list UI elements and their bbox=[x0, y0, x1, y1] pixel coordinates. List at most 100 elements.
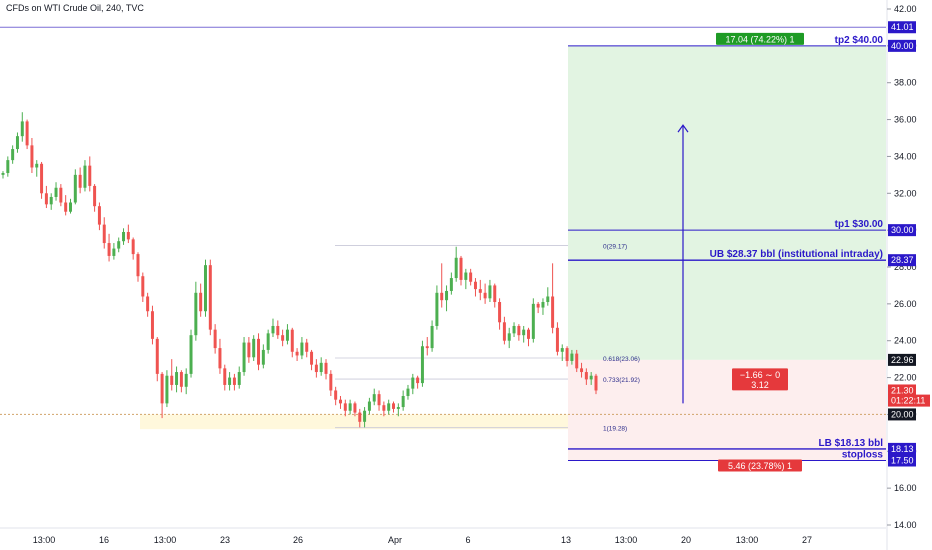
fib-label: 0(29.17) bbox=[603, 243, 627, 250]
support-band bbox=[140, 414, 568, 430]
y-tick-label: 34.00 bbox=[894, 151, 917, 161]
candle bbox=[247, 337, 251, 363]
candle-body bbox=[35, 163, 39, 168]
candle-body bbox=[507, 333, 511, 341]
candle bbox=[377, 390, 381, 411]
candle bbox=[276, 320, 280, 339]
candle bbox=[536, 302, 540, 314]
candle-body bbox=[40, 163, 44, 194]
loss-zone bbox=[568, 359, 886, 461]
candle-body bbox=[314, 364, 318, 373]
position-center-label: −1.66 ∼ 03.12 bbox=[732, 368, 788, 391]
candle bbox=[425, 337, 429, 356]
price-tag: 17.50 bbox=[888, 454, 916, 467]
candle bbox=[271, 318, 275, 338]
candle bbox=[435, 285, 439, 330]
candle-body bbox=[541, 302, 545, 308]
plan-level-label: UB $28.37 bbl (institutional intraday) bbox=[710, 249, 883, 260]
candle-body bbox=[218, 348, 222, 369]
candle-body bbox=[83, 165, 87, 188]
candle-body bbox=[295, 351, 299, 356]
candle-body bbox=[551, 296, 555, 328]
fib-label: 0.733(21.92) bbox=[603, 377, 640, 384]
candle bbox=[401, 390, 405, 411]
candle bbox=[184, 368, 188, 395]
candle-body bbox=[584, 372, 588, 380]
price-tag-box bbox=[888, 39, 916, 52]
candle-body bbox=[338, 399, 342, 404]
candle bbox=[478, 279, 482, 301]
target-label-box bbox=[716, 32, 804, 45]
candle-body bbox=[1, 173, 5, 175]
candle bbox=[175, 366, 179, 393]
candle-body bbox=[54, 187, 58, 197]
price-tag: 20.00 bbox=[888, 408, 916, 421]
candle-body bbox=[252, 338, 256, 358]
candle-body bbox=[425, 346, 429, 349]
fib-label: 1(19.28) bbox=[603, 426, 627, 433]
candle bbox=[6, 156, 10, 177]
candle bbox=[15, 132, 19, 153]
candle bbox=[59, 184, 63, 207]
candle-body bbox=[498, 302, 502, 323]
candle-body bbox=[64, 202, 68, 212]
price-tag-box bbox=[888, 224, 916, 237]
candle-body bbox=[348, 403, 352, 411]
candle-body bbox=[117, 241, 121, 249]
candle bbox=[252, 335, 256, 361]
y-tick-label: 24.00 bbox=[894, 336, 917, 346]
price-tag-text: 20.00 bbox=[891, 409, 914, 419]
candle-body bbox=[546, 296, 550, 303]
y-tick-label: 16.00 bbox=[894, 483, 917, 493]
price-tag: 41.01 bbox=[888, 21, 916, 34]
candle-body bbox=[570, 353, 574, 361]
candle-body bbox=[531, 303, 535, 339]
candle-body bbox=[387, 403, 391, 411]
candle bbox=[594, 373, 598, 395]
candle-body bbox=[20, 121, 24, 137]
position-center-label-box bbox=[732, 368, 788, 391]
candle-body bbox=[527, 329, 530, 339]
candle bbox=[122, 228, 126, 245]
candle-body bbox=[88, 165, 92, 186]
candle-body bbox=[493, 285, 497, 303]
candle-body bbox=[266, 333, 270, 350]
price-tag-text: 41.01 bbox=[891, 22, 914, 32]
candle-body bbox=[276, 325, 280, 336]
candle bbox=[512, 322, 516, 338]
candle bbox=[266, 329, 270, 354]
candle bbox=[531, 298, 535, 343]
candle-body bbox=[232, 377, 236, 385]
price-tag-box bbox=[888, 21, 916, 34]
candle-body bbox=[401, 396, 405, 408]
x-tick-label: 16 bbox=[99, 535, 109, 545]
price-tag-box bbox=[888, 408, 916, 421]
candle bbox=[179, 370, 183, 393]
candle-body bbox=[160, 373, 164, 404]
stop-label-text: 5.46 (23.78%) 1 bbox=[728, 461, 792, 471]
candle-body bbox=[30, 145, 34, 168]
candle-body bbox=[136, 254, 140, 277]
candle bbox=[20, 112, 24, 142]
candle bbox=[416, 375, 420, 389]
candle-body bbox=[469, 272, 473, 282]
candle-body bbox=[483, 292, 487, 299]
candle-body bbox=[343, 403, 347, 411]
y-tick-label: 28.00 bbox=[894, 262, 917, 272]
candle-body bbox=[454, 257, 458, 279]
candle bbox=[358, 408, 362, 428]
price-tag-box bbox=[888, 353, 916, 366]
candle-body bbox=[59, 187, 63, 203]
candle-body bbox=[449, 278, 453, 291]
candle bbox=[218, 338, 222, 374]
candle-body bbox=[565, 348, 569, 361]
candle bbox=[208, 259, 212, 336]
candle-body bbox=[228, 377, 232, 385]
price-tag-text: 22.96 bbox=[891, 355, 914, 365]
fib-label: 0.618(23.06) bbox=[603, 356, 640, 363]
candle-body bbox=[155, 338, 159, 374]
candle bbox=[517, 324, 521, 341]
price-tag-text: 28.37 bbox=[891, 255, 914, 265]
candle bbox=[372, 388, 376, 406]
